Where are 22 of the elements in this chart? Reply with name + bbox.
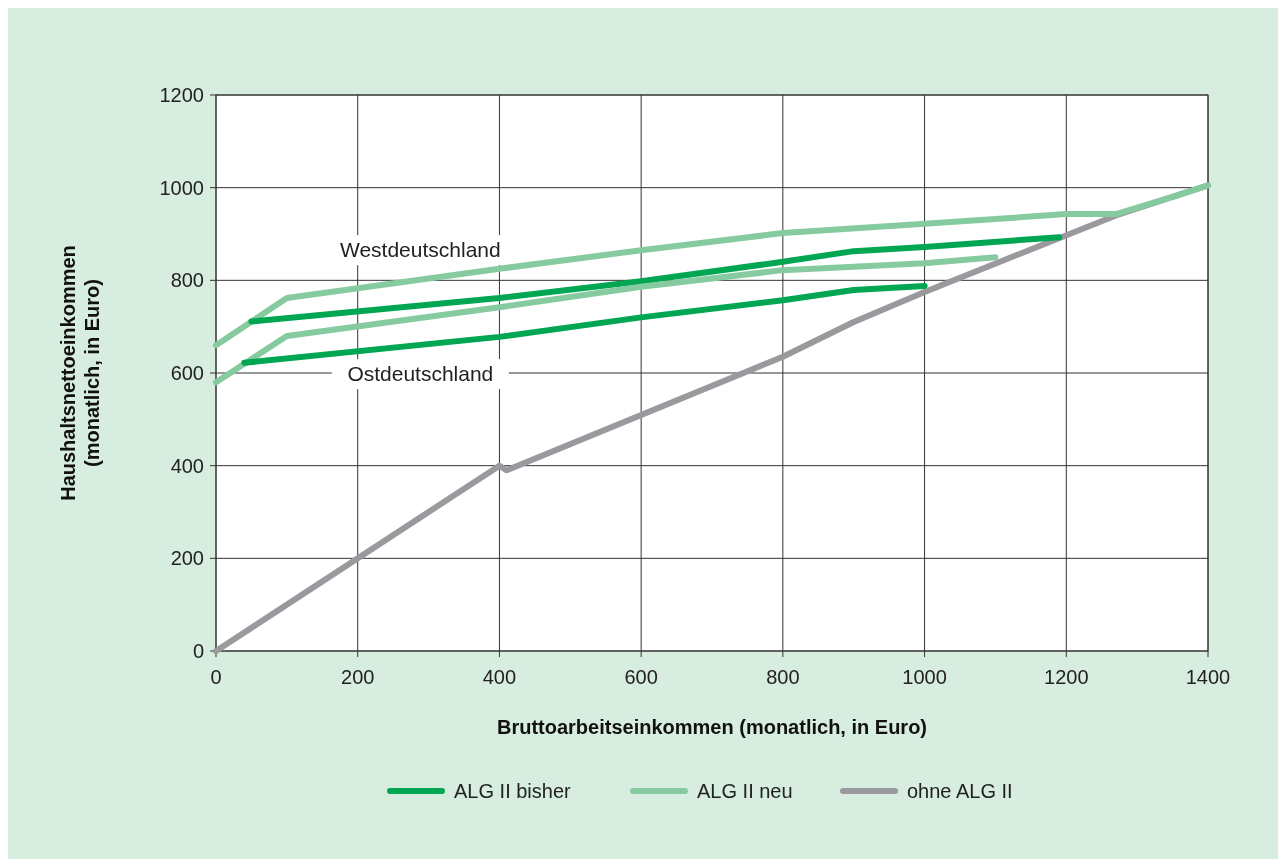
x-tick-label: 1400 [1185, 666, 1231, 688]
y-tick-label: 1000 [159, 176, 204, 199]
x-tick-label: 600 [624, 666, 658, 688]
y-tick-label: 400 [170, 454, 204, 477]
y-tick-label: 800 [170, 269, 204, 292]
x-tick-label: 1000 [902, 666, 947, 688]
y-tick-label: 600 [170, 362, 204, 384]
x-tick-label: 200 [341, 666, 375, 688]
annotation: Ostdeutschland [347, 362, 494, 386]
x-tick-label: 0 [210, 666, 222, 688]
legend-label: ohne ALG II [907, 780, 1013, 802]
y-tick-label: 1200 [159, 84, 204, 106]
y-axis-title: Haushaltsnettoeinkommen (monatlich, in Euro) [57, 245, 103, 501]
y-tick-label: 0 [192, 640, 204, 662]
x-tick-label: 400 [482, 666, 517, 688]
x-tick-label: 800 [766, 666, 800, 688]
y-tick-label: 200 [170, 547, 204, 570]
x-tick-label: 1200 [1044, 666, 1089, 688]
annotation: Westdeutschland [339, 238, 501, 262]
legend-label: ALG II bisher [454, 780, 572, 802]
legend-label: ALG II neu [697, 780, 793, 802]
x-axis-title: Bruttoarbeitseinkommen (monatlich, in Euro) [496, 716, 928, 738]
